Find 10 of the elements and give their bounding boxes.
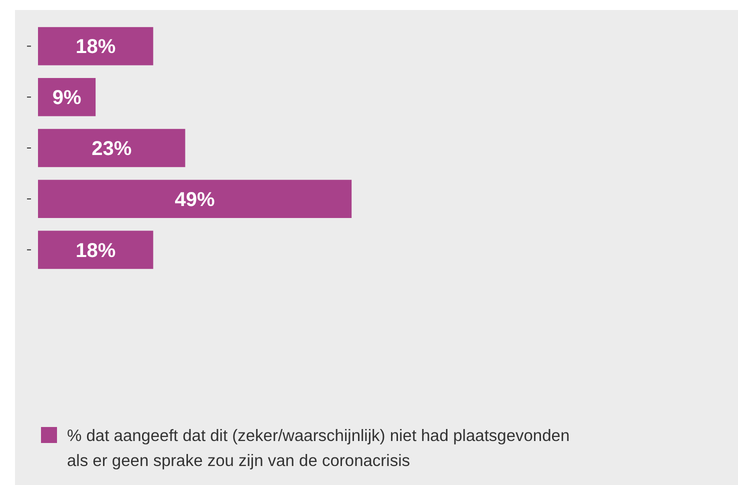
data-label: 9%: [52, 87, 82, 110]
data-label: 18%: [76, 240, 116, 262]
bar: [38, 27, 154, 66]
data-label: 23%: [92, 138, 132, 160]
data-label: 18%: [76, 36, 116, 58]
bar: [38, 230, 154, 269]
bar: [38, 128, 186, 168]
bar: [38, 180, 352, 218]
data-label: 49%: [174, 188, 216, 211]
legend-label: % dat aangeeft dat dit (zeker/waarschijnlijk) niet had plaatsgevonden als er geen sprake zou zijn van de coronacrisis: [67, 427, 570, 470]
